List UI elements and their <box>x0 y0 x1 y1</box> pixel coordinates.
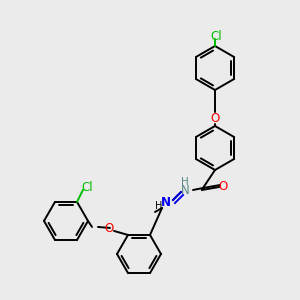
Text: N: N <box>161 196 171 208</box>
Text: H: H <box>181 177 189 187</box>
Text: O: O <box>104 222 114 236</box>
Text: H: H <box>155 201 163 211</box>
Text: N: N <box>181 184 189 196</box>
Text: O: O <box>210 112 220 124</box>
Text: Cl: Cl <box>81 182 93 194</box>
Text: O: O <box>218 179 228 193</box>
Text: Cl: Cl <box>210 29 222 43</box>
